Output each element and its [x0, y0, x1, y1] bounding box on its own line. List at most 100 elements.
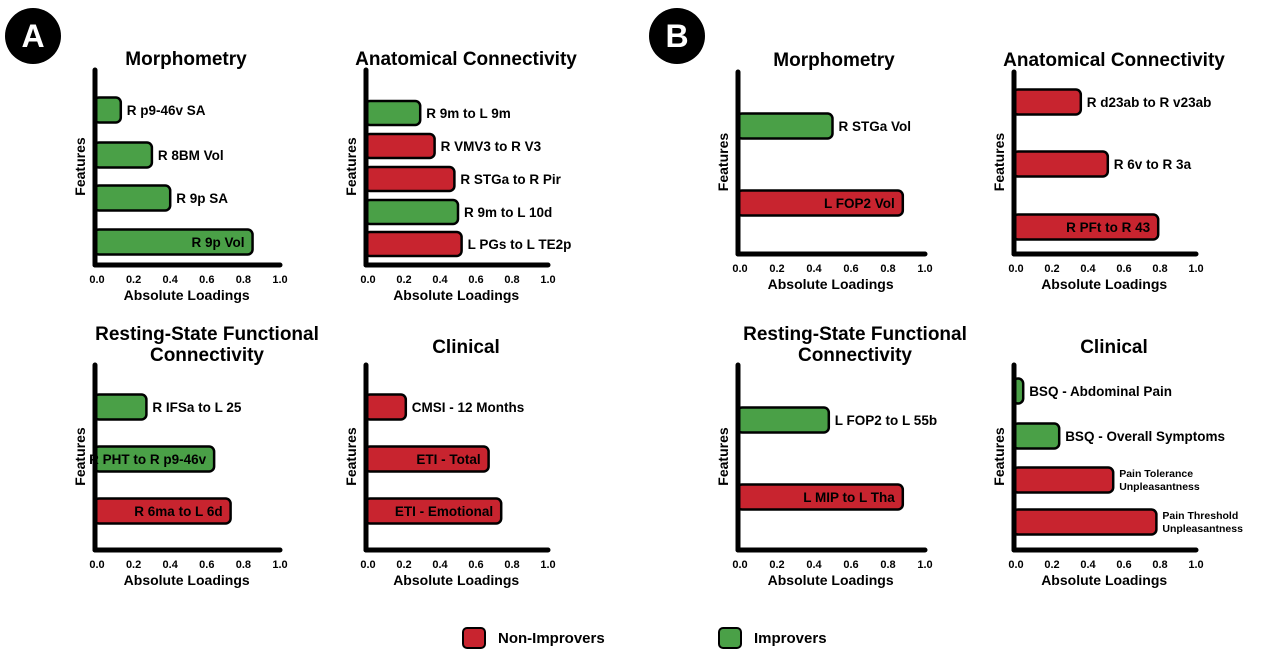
legend-non-improvers: Non-Improvers — [462, 627, 605, 649]
x-tick-label: 0.6 — [843, 559, 858, 571]
x-tick-label: 0.2 — [396, 274, 411, 286]
x-tick-label: 1.0 — [917, 263, 932, 275]
bar — [1011, 508, 1158, 536]
bar-label: BSQ - Overall Symptoms — [1065, 429, 1225, 444]
x-tick-label: 0.0 — [1008, 263, 1023, 275]
x-tick-label: 0.8 — [1152, 559, 1167, 571]
charts-layer: Morphometry R p9-46v SA R 8BM Vol R 9p SA R … — [72, 49, 1243, 588]
x-tick-label: 0.2 — [769, 263, 784, 275]
y-axis-title: Features — [991, 427, 1007, 486]
x-tick-label: 0.2 — [126, 274, 141, 286]
x-tick-label: 0.4 — [806, 263, 822, 275]
x-tick-label: 0.0 — [360, 274, 375, 286]
bar-label: R p9-46v SA — [127, 103, 206, 118]
bar — [363, 165, 456, 193]
bar-label: Pain Threshold — [1162, 510, 1238, 522]
x-tick-label: 0.6 — [199, 559, 214, 571]
x-tick-label: 1.0 — [1188, 263, 1203, 275]
x-tick-label: 0.6 — [843, 263, 858, 275]
chart-8: Clinical BSQ - Abdominal Pain BSQ - Overal… — [991, 337, 1243, 588]
bar-label: R 6ma to L 6d — [134, 504, 222, 519]
bar-label: ETI - Emotional — [395, 504, 493, 519]
chart-5: Morphometry R STGa Vol L FOP2 Vol 0.0 0.2 0.4… — [715, 50, 933, 292]
bar-label: L MIP to L Tha — [803, 490, 895, 505]
x-tick-label: 0.8 — [1152, 263, 1167, 275]
non-improvers-swatch — [462, 627, 486, 649]
panel-a-badge: A — [5, 8, 61, 64]
x-tick-label: 0.4 — [432, 559, 448, 571]
bar-label: R 9m to L 9m — [426, 106, 511, 121]
x-axis-title: Absolute Loadings — [1041, 276, 1167, 292]
bar-label: L PGs to L TE2p — [468, 237, 572, 252]
bar — [363, 230, 463, 258]
x-axis-title: Absolute Loadings — [393, 287, 519, 303]
x-tick-label: 1.0 — [917, 559, 932, 571]
x-tick-label: 0.0 — [732, 559, 747, 571]
x-tick-label: 0.2 — [1044, 559, 1059, 571]
bar-label: Unpleasantness — [1119, 481, 1200, 493]
bar-label: BSQ - Abdominal Pain — [1029, 384, 1172, 399]
x-tick-label: 0.4 — [1080, 559, 1096, 571]
x-tick-label: 0.4 — [432, 274, 448, 286]
bar — [92, 141, 154, 169]
bar-label: CMSI - 12 Months — [412, 400, 525, 415]
bar-label: R 6v to R 3a — [1114, 157, 1192, 172]
chart-2: Anatomical Connectivity R 9m to L 9m R VMV… — [343, 49, 577, 303]
bar — [92, 393, 148, 421]
x-tick-label: 0.2 — [1044, 263, 1059, 275]
chart-title: Clinical — [1080, 337, 1148, 358]
x-tick-label: 0.8 — [504, 274, 519, 286]
x-tick-label: 0.6 — [199, 274, 214, 286]
x-tick-label: 0.6 — [468, 274, 483, 286]
y-axis-title: Features — [715, 133, 731, 192]
bar — [363, 198, 460, 226]
x-tick-label: 0.8 — [236, 274, 251, 286]
bar — [363, 393, 408, 421]
x-tick-label: 0.8 — [504, 559, 519, 571]
legend-improvers: Improvers — [718, 627, 827, 649]
x-tick-label: 0.0 — [89, 274, 104, 286]
panel-a-label: A — [21, 18, 44, 54]
non-improvers-label: Non-Improvers — [498, 629, 605, 647]
chart-6: Anatomical Connectivity R d23ab to R v23a… — [991, 50, 1225, 292]
bar-label: R 9p SA — [176, 191, 228, 206]
bar — [1011, 150, 1110, 178]
x-tick-label: 1.0 — [540, 274, 555, 286]
bar-label: L FOP2 Vol — [824, 196, 895, 211]
x-tick-label: 0.0 — [89, 559, 104, 571]
x-tick-label: 0.8 — [880, 559, 895, 571]
x-tick-label: 1.0 — [272, 274, 287, 286]
chart-title: Clinical — [432, 337, 500, 358]
x-tick-label: 0.4 — [163, 274, 179, 286]
x-tick-label: 0.6 — [468, 559, 483, 571]
bar-label: Unpleasantness — [1162, 523, 1243, 535]
bar-label: R STGa to R Pir — [460, 172, 561, 187]
x-tick-label: 0.6 — [1116, 559, 1131, 571]
x-tick-label: 0.2 — [769, 559, 784, 571]
chart-title: Anatomical Connectivity — [355, 49, 577, 70]
bar — [1011, 422, 1061, 450]
bar-label: R d23ab to R v23ab — [1087, 95, 1212, 110]
chart-4: Clinical CMSI - 12 Months ETI - Total ETI -… — [343, 337, 556, 588]
x-tick-label: 1.0 — [272, 559, 287, 571]
bar — [92, 96, 123, 124]
bar-label: ETI - Total — [416, 452, 480, 467]
x-axis-title: Absolute Loadings — [768, 572, 894, 588]
x-tick-label: 1.0 — [1188, 559, 1203, 571]
x-tick-label: 0.2 — [126, 559, 141, 571]
y-axis-title: Features — [343, 427, 359, 486]
bar-label: R IFSa to L 25 — [152, 400, 242, 415]
bar-label: R 9p Vol — [192, 235, 245, 250]
y-axis-title: Features — [715, 427, 731, 486]
x-axis-title: Absolute Loadings — [768, 276, 894, 292]
bar-label: Pain Tolerance — [1119, 468, 1193, 480]
x-tick-label: 0.4 — [806, 559, 822, 571]
chart-title: Morphometry — [773, 50, 895, 71]
chart-title: Anatomical Connectivity — [1003, 50, 1225, 71]
bar-label: R PHT to R p9-46v — [89, 452, 207, 467]
y-axis-title: Features — [72, 137, 88, 196]
x-tick-label: 1.0 — [540, 559, 555, 571]
x-tick-label: 0.0 — [360, 559, 375, 571]
